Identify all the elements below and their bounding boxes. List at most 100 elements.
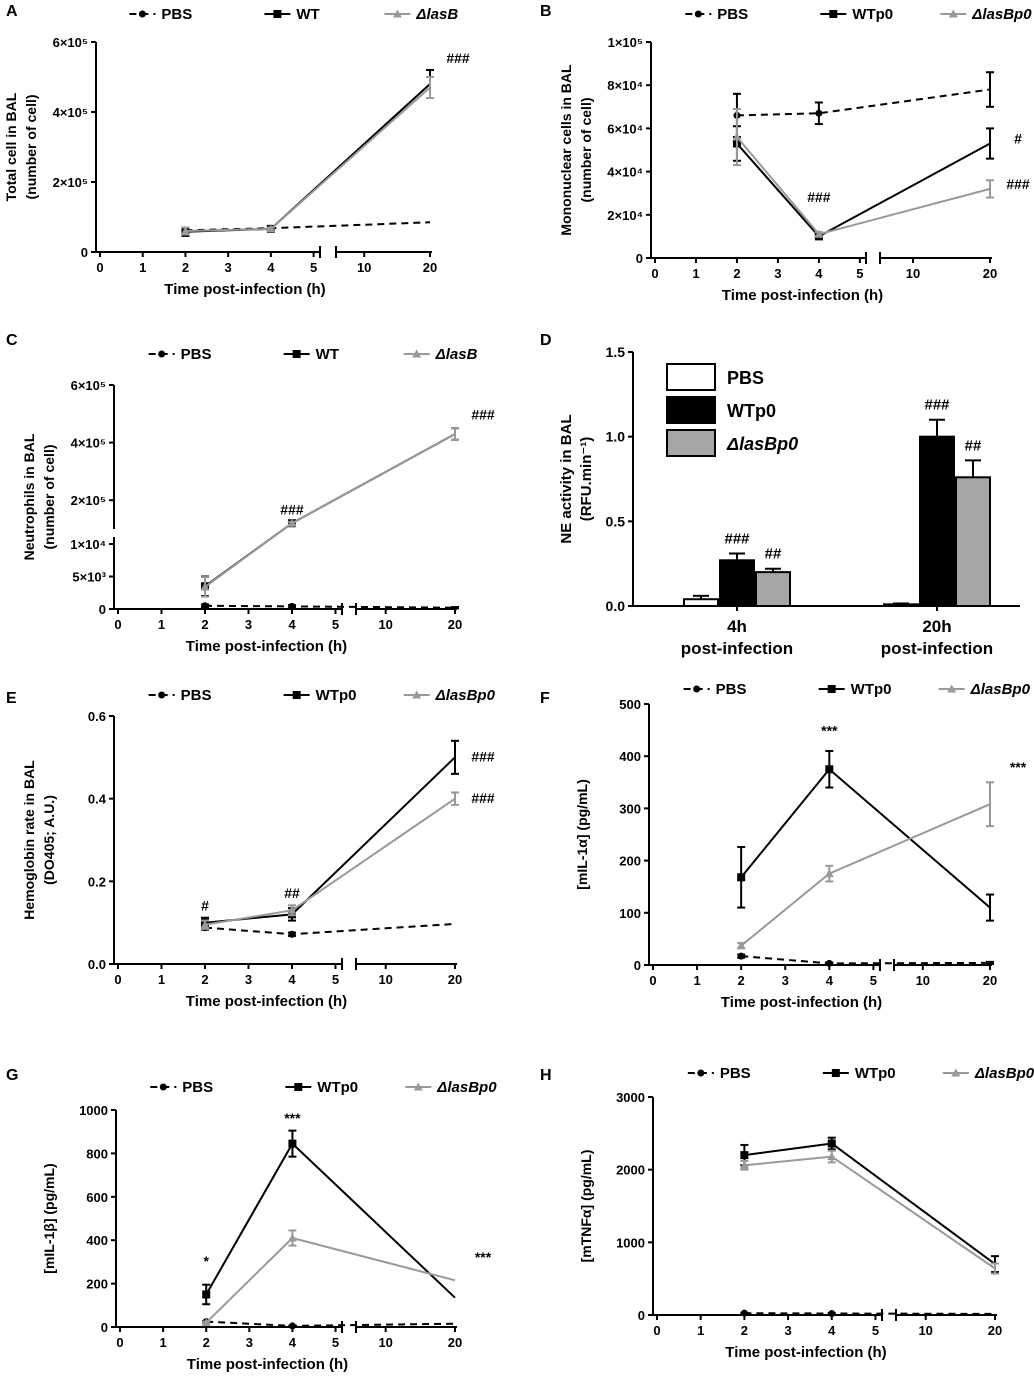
annotation-B-0: ### <box>807 189 831 205</box>
x-tick-label-E-5: 5 <box>332 972 339 987</box>
point-H-2-1 <box>827 1152 837 1161</box>
series-line-A-1 <box>185 83 431 233</box>
point-F-0-0 <box>737 952 745 960</box>
x-tick-label-C-5: 5 <box>332 617 339 632</box>
panel-F: F 0 100 200 300 400 500 [mIL-1α] (pg/mL) 0 1 2 3 4 5 1… <box>540 681 1031 1011</box>
x-label-F: Time post-infection (h) <box>721 994 882 1011</box>
legend-marker-C-1 <box>292 350 301 358</box>
panel-letter-H: H <box>540 1067 552 1084</box>
point-G-1-1 <box>288 1139 297 1148</box>
x-tick-label-H-1: 1 <box>697 1323 704 1338</box>
annotation-B-2: ### <box>1006 176 1030 192</box>
x-tick-label-E-4: 4 <box>288 972 296 987</box>
y-tick-label-H-3: 3000 <box>616 1090 645 1105</box>
x-tick-label-B-4: 4 <box>815 266 823 281</box>
x-tick-label-G-1: 1 <box>159 1335 166 1350</box>
category-sublabel-D-0: post-infection <box>681 639 793 658</box>
legend-marker-A-1 <box>273 10 282 18</box>
y-tick-label-E-2: 0.4 <box>88 792 107 807</box>
y-tick-label-C-3: 2×10⁵ <box>71 493 106 508</box>
annotation-D-2: ### <box>924 397 950 414</box>
x-tick-label-F-6: 10 <box>916 973 930 988</box>
bar-D-1-0 <box>883 603 919 607</box>
x-tick-label-A-2: 2 <box>182 260 189 275</box>
x-tick-label-E-3: 3 <box>245 972 252 987</box>
legend-label-B-2: ΔlasBp0 <box>971 6 1032 23</box>
point-F-0-1 <box>825 959 833 967</box>
x-tick-label-F-0: 0 <box>649 973 656 988</box>
series-line-B-0 <box>736 88 991 117</box>
panel-H: H 0 1000 2000 3000 [mTNFα] (pg/mL) 0 1 2 3 4 5 10 20 T… <box>540 1065 1034 1361</box>
x-tick-label-E-1: 1 <box>158 972 165 987</box>
y-label-D-0: NE activity in BAL <box>558 414 575 543</box>
annotation-F-0: *** <box>821 722 838 738</box>
category-sublabel-D-1: post-infection <box>881 639 993 658</box>
bar-D-1-2 <box>955 476 991 607</box>
annotation-E-2: ### <box>471 748 495 764</box>
point-H-1-0 <box>740 1151 749 1160</box>
legend-marker-G-0 <box>159 1083 167 1091</box>
point-F-2-0 <box>736 941 746 950</box>
legend-label-A-1: WT <box>296 6 319 23</box>
annotation-E-3: ### <box>471 790 495 806</box>
panel-C: C 0 5×10³ 1×10⁴ 2×10⁵ 4×10⁵ 6×10⁵ Neutrophils i… <box>6 332 495 655</box>
y-tick-label-G-1: 200 <box>86 1277 108 1292</box>
point-C-0-1 <box>288 602 296 610</box>
legend-label-G-0: PBS <box>182 1079 213 1096</box>
y-tick-label-H-0: 0 <box>638 1308 645 1323</box>
legend-label-E-1: WTp0 <box>316 687 357 704</box>
panel-letter-C: C <box>6 332 18 349</box>
x-tick-label-B-5: 5 <box>856 266 863 281</box>
panel-D: D 0.0 0.5 1.0 1.5 NE activity in BAL (RFU.min⁻… <box>540 332 1020 658</box>
x-tick-label-H-7: 20 <box>988 1323 1002 1338</box>
y-label-D-1: (RFU.min⁻¹) <box>578 437 595 522</box>
x-tick-label-E-2: 2 <box>201 972 208 987</box>
x-tick-label-E-6: 10 <box>378 972 392 987</box>
x-tick-label-H-3: 3 <box>784 1323 791 1338</box>
x-tick-label-C-1: 1 <box>158 617 165 632</box>
y-tick-label-B-5: 1×10⁵ <box>608 35 643 50</box>
point-H-0-0 <box>740 1309 748 1317</box>
annotation-B-1: # <box>1014 131 1022 147</box>
annotation-G-0: * <box>203 1253 209 1269</box>
y-label-C-0: Neutrophils in BAL <box>21 433 37 560</box>
series-line-E-0 <box>204 922 456 936</box>
annotation-A-0: ### <box>446 50 470 66</box>
legend-label-D-2: ΔlasBp0 <box>726 434 798 454</box>
x-tick-label-F-4: 4 <box>826 973 834 988</box>
y-tick-label-B-4: 8×10⁴ <box>607 78 643 93</box>
y-tick-label-A-2: 4×10⁵ <box>53 105 88 120</box>
y-tick-label-A-3: 6×10⁵ <box>53 35 88 50</box>
y-tick-label-G-0: 0 <box>101 1320 108 1335</box>
series-line-F-0 <box>741 955 991 965</box>
panel-letter-B: B <box>540 3 552 20</box>
legend-box-D-2 <box>666 429 716 457</box>
series-line-E-2 <box>204 797 456 926</box>
x-tick-label-C-2: 2 <box>201 617 208 632</box>
x-tick-label-H-5: 5 <box>872 1323 879 1338</box>
point-E-2-0 <box>200 920 210 929</box>
x-tick-label-F-7: 20 <box>983 973 997 988</box>
panel-G: G 0 200 400 600 800 1000 [mIL-1β] (pg/mL) 0 1 2 3 4 5… <box>6 1067 497 1373</box>
y-tick-label-B-0: 0 <box>636 251 643 266</box>
legend-label-E-2: ΔlasBp0 <box>435 687 496 704</box>
y-label-B-1: (number of cell) <box>578 97 594 202</box>
y-tick-label-E-3: 0.6 <box>88 709 106 724</box>
x-tick-label-H-2: 2 <box>741 1323 748 1338</box>
y-tick-label-F-3: 300 <box>619 801 641 816</box>
y-tick-label-G-5: 1000 <box>79 1103 108 1118</box>
x-tick-label-A-7: 20 <box>423 260 437 275</box>
panel-E: E 0.0 0.2 0.4 0.6 Hemoglobin rate in BAL (DO40… <box>6 687 496 1010</box>
x-tick-label-B-1: 1 <box>692 266 699 281</box>
y-tick-label-F-5: 500 <box>619 697 641 712</box>
y-label-F-0: [mIL-1α] (pg/mL) <box>574 779 590 889</box>
legend-marker-E-1 <box>292 691 301 699</box>
y-tick-label-B-1: 2×10⁴ <box>607 208 643 223</box>
annotation-E-1: ## <box>284 885 300 901</box>
point-F-2-1 <box>824 869 834 878</box>
category-label-D-0: 4h <box>727 617 747 636</box>
x-tick-label-G-0: 0 <box>116 1335 123 1350</box>
bar-D-0-1 <box>719 559 755 608</box>
y-tick-label-C-2: 1×10⁴ <box>70 537 106 552</box>
